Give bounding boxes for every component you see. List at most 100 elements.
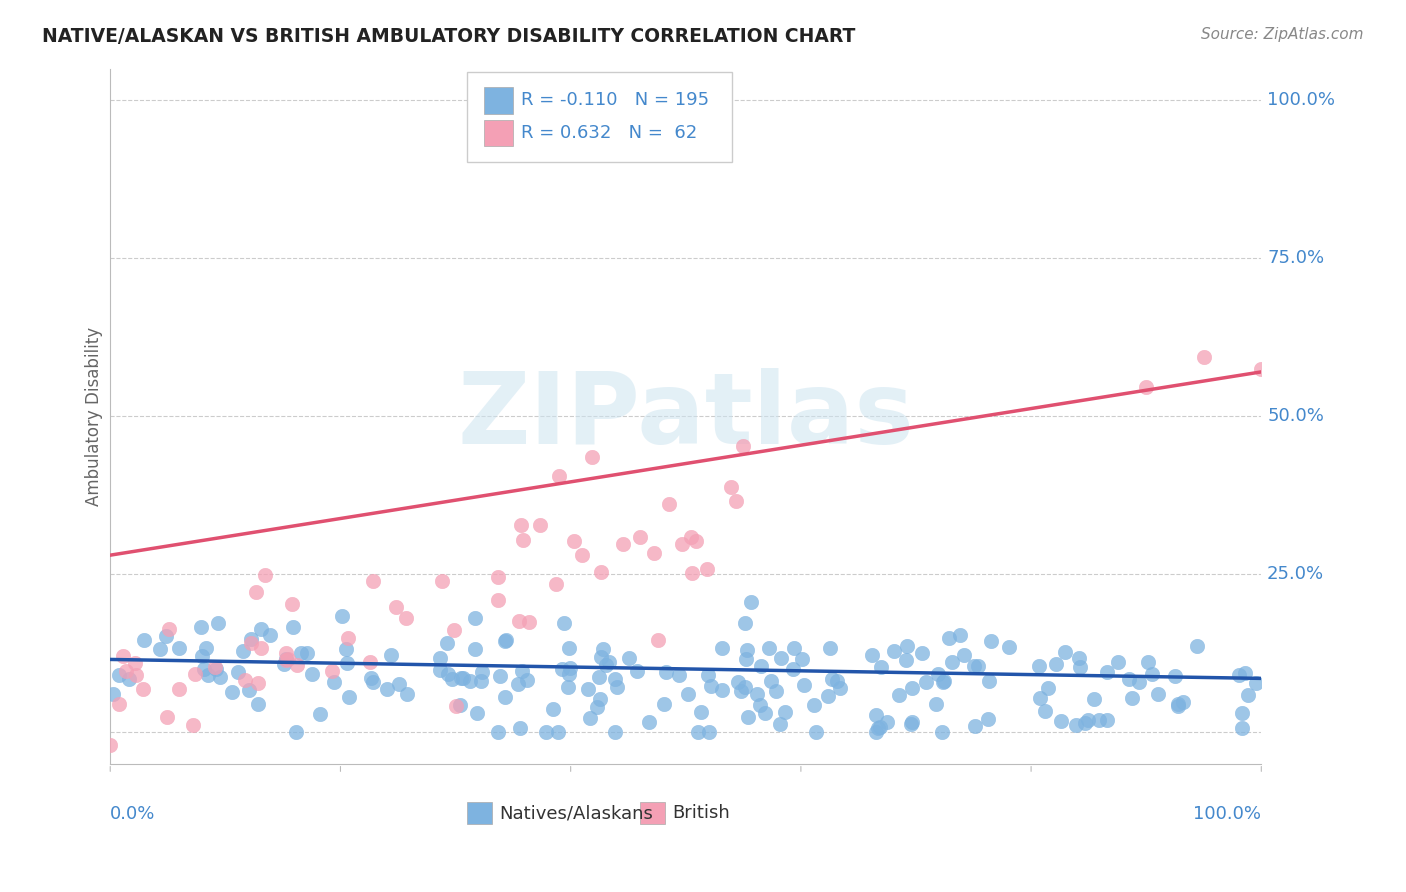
Point: [107, 697, 129, 711]
Point: [612, 537, 634, 551]
Point: [440, 672, 463, 686]
Point: [464, 611, 486, 625]
Point: [546, 576, 568, 591]
Point: [1069, 660, 1091, 674]
Point: [221, 685, 243, 699]
Point: [510, 664, 533, 678]
Point: [773, 706, 796, 720]
Point: [747, 687, 769, 701]
Point: [274, 653, 297, 667]
Point: [1029, 690, 1052, 705]
Point: [157, 623, 180, 637]
Point: [630, 530, 652, 544]
FancyBboxPatch shape: [484, 120, 513, 146]
Point: [562, 533, 585, 548]
Point: [395, 687, 418, 701]
Point: [205, 662, 228, 676]
Point: [246, 676, 269, 690]
Point: [494, 690, 516, 705]
Text: Natives/Alaskans: Natives/Alaskans: [499, 804, 654, 822]
Point: [782, 662, 804, 676]
Point: [589, 650, 612, 665]
Point: [517, 615, 540, 630]
Point: [301, 666, 323, 681]
Point: [900, 716, 922, 731]
Point: [465, 706, 488, 720]
Point: [740, 595, 762, 609]
Point: [124, 657, 146, 671]
Point: [697, 668, 720, 682]
Text: NATIVE/ALASKAN VS BRITISH AMBULATORY DISABILITY CORRELATION CHART: NATIVE/ALASKAN VS BRITISH AMBULATORY DIS…: [42, 27, 856, 45]
Point: [676, 687, 699, 701]
Point: [860, 648, 883, 663]
Point: [277, 652, 299, 666]
Point: [274, 646, 297, 660]
Point: [571, 549, 593, 563]
Point: [295, 647, 318, 661]
Point: [576, 681, 599, 696]
Point: [865, 725, 887, 739]
Point: [818, 641, 841, 656]
Point: [927, 667, 949, 681]
Point: [589, 692, 612, 706]
Point: [754, 706, 776, 720]
Point: [998, 640, 1021, 654]
Point: [250, 641, 273, 656]
Point: [254, 567, 277, 582]
Point: [598, 656, 620, 670]
Point: [696, 562, 718, 576]
Point: [887, 688, 910, 702]
Point: [155, 629, 177, 643]
Point: [337, 690, 360, 704]
Point: [336, 631, 359, 645]
Point: [239, 636, 262, 650]
Point: [1077, 713, 1099, 727]
Point: [759, 673, 782, 688]
Point: [579, 711, 602, 725]
Point: [149, 642, 172, 657]
Point: [603, 725, 626, 739]
Point: [429, 650, 451, 665]
Point: [1146, 687, 1168, 701]
Text: ZIPatlas: ZIPatlas: [457, 368, 914, 465]
Point: [1038, 681, 1060, 695]
Point: [934, 673, 956, 688]
Point: [938, 631, 960, 645]
Point: [804, 724, 827, 739]
Point: [107, 668, 129, 682]
Point: [450, 671, 472, 685]
Point: [793, 678, 815, 692]
Point: [360, 671, 382, 685]
Point: [449, 698, 471, 712]
Point: [603, 672, 626, 686]
Point: [869, 660, 891, 674]
FancyBboxPatch shape: [467, 72, 731, 162]
Point: [900, 715, 922, 730]
Point: [512, 533, 534, 548]
Text: Source: ZipAtlas.com: Source: ZipAtlas.com: [1201, 27, 1364, 42]
Point: [749, 659, 772, 673]
Point: [949, 628, 972, 642]
Point: [430, 574, 453, 588]
Point: [589, 566, 612, 580]
Point: [1227, 668, 1250, 682]
Point: [925, 697, 948, 711]
Point: [1097, 713, 1119, 727]
Point: [387, 677, 409, 691]
Point: [458, 673, 481, 688]
Point: [1033, 705, 1056, 719]
Point: [385, 599, 408, 614]
Point: [711, 683, 734, 698]
Point: [1088, 713, 1111, 727]
Point: [1050, 714, 1073, 729]
Point: [655, 665, 678, 680]
Point: [803, 698, 825, 712]
Point: [558, 641, 581, 656]
Point: [1185, 639, 1208, 653]
Text: 25.0%: 25.0%: [1267, 566, 1324, 583]
Point: [1250, 362, 1272, 376]
Point: [536, 725, 558, 739]
Point: [638, 715, 661, 730]
Point: [197, 668, 219, 682]
Point: [471, 665, 494, 680]
